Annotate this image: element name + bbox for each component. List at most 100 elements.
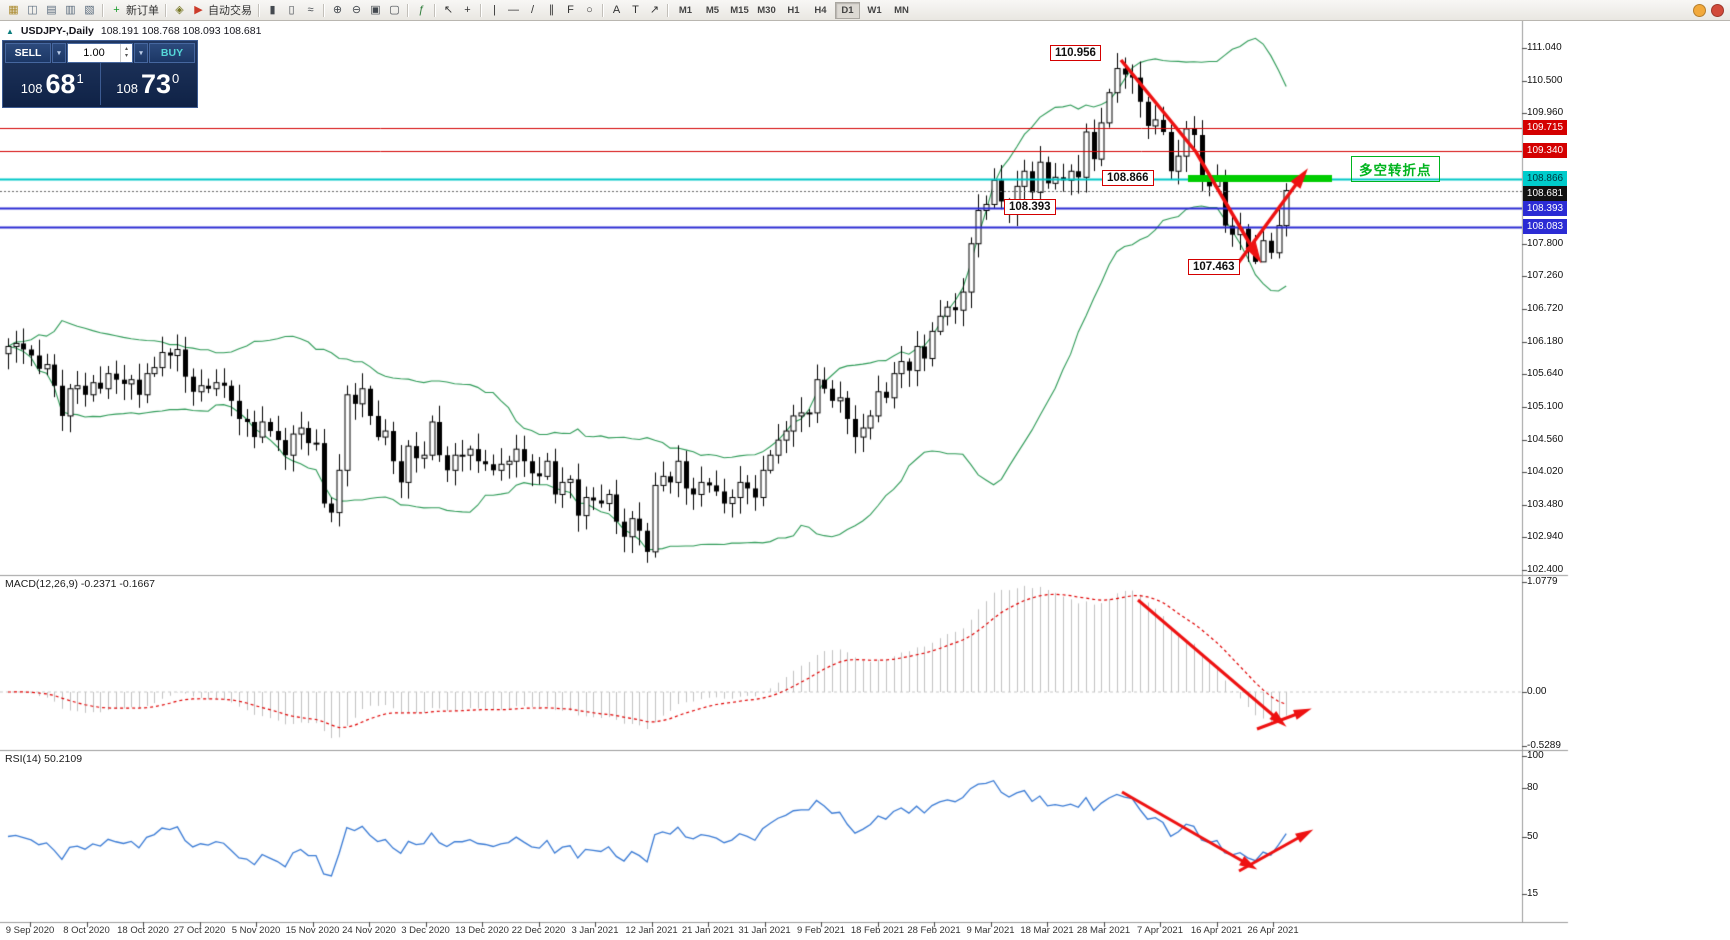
cursor-icon: ↖ <box>443 4 454 16</box>
zoom-out-button[interactable]: ⊖ <box>347 1 366 19</box>
text-button[interactable]: A <box>607 1 626 19</box>
vertical-line-button[interactable]: | <box>485 1 504 19</box>
ask-point: 0 <box>172 70 180 86</box>
trendline-button[interactable]: / <box>523 1 542 19</box>
bid-pips: 68 <box>45 68 76 99</box>
bar-chart-mode-icon: ▮ <box>269 4 276 16</box>
buy-price-button[interactable]: 108 73 0 <box>99 63 196 105</box>
timeframe-m15-button[interactable]: M15 <box>730 4 749 16</box>
navigator-icon: ▧ <box>84 4 95 16</box>
new-chart-button[interactable]: ▦ <box>4 1 23 19</box>
volume-up-icon[interactable]: ▴ <box>124 46 128 52</box>
auto-trading-icon: ▶ <box>194 4 203 16</box>
equidistant-channel-button[interactable]: ∥ <box>542 1 561 19</box>
text-label-button[interactable]: T <box>626 1 645 19</box>
toolbar-separator <box>667 3 669 17</box>
timeframe-d1-button[interactable]: D1 <box>835 1 860 19</box>
indicators-button[interactable]: ƒ <box>412 1 431 19</box>
arrows-tool-button[interactable]: ↗ <box>645 1 664 19</box>
fibonacci-icon: F <box>567 4 574 16</box>
trendline-icon: / <box>530 4 535 16</box>
ask-integer: 108 <box>116 81 138 96</box>
equidistant-channel-icon: ∥ <box>548 4 555 16</box>
metaeditor-button[interactable]: ◈ <box>170 1 189 19</box>
auto-scroll-icon: ▣ <box>370 4 381 16</box>
timeframe-m1-button[interactable]: M1 <box>678 4 693 16</box>
toolbar-right <box>1693 3 1726 17</box>
timeframe-toolbar: M1 M5 M15 M30 H1 H4 D1 W1 MN <box>664 1 915 19</box>
timeframe-mn-button[interactable]: MN <box>894 4 909 16</box>
auto-trading-label: 自动交易 <box>208 5 252 17</box>
horizontal-line-button[interactable]: — <box>504 1 523 19</box>
toolbar-separator <box>407 3 409 17</box>
cursor-button[interactable]: ↖ <box>439 1 458 19</box>
timeframe-m5-button[interactable]: M5 <box>705 4 720 16</box>
community-icon[interactable] <box>1693 3 1706 17</box>
text-label-icon: T <box>632 4 639 16</box>
timeframe-m30-button[interactable]: M30 <box>757 4 776 16</box>
alerts-icon[interactable] <box>1711 3 1724 17</box>
new-order-label: 新订单 <box>126 5 159 17</box>
volume-down-icon[interactable]: ▾ <box>124 53 128 59</box>
price-flag-110.956[interactable]: 110.956 <box>1050 45 1101 61</box>
zoom-in-icon: ⊕ <box>332 4 343 16</box>
toolbar-separator <box>602 3 604 17</box>
toolbar-separator <box>258 3 260 17</box>
sell-dropdown[interactable]: ▾ <box>52 43 66 63</box>
bid-point: 1 <box>76 70 84 86</box>
horizontal-line-icon: — <box>508 4 519 16</box>
volume-input[interactable]: 1.00 ▴ ▾ <box>67 43 133 63</box>
data-window-button[interactable]: ▥ <box>61 1 80 19</box>
navigator-button[interactable]: ▧ <box>80 1 99 19</box>
buy-dropdown[interactable]: ▾ <box>134 43 148 63</box>
timeframe-w1-button[interactable]: W1 <box>867 4 882 16</box>
line-chart-mode-icon: ≈ <box>307 4 314 16</box>
chart-profiles-icon: ◫ <box>27 4 38 16</box>
volume-value[interactable]: 1.00 <box>83 47 105 59</box>
price-flag-108.866[interactable]: 108.866 <box>1102 170 1154 186</box>
market-watch-icon: ▤ <box>46 4 57 16</box>
sell-button[interactable]: SELL <box>5 43 51 63</box>
toolbar-buttons: ▦ ◫ ▤ ▥ ▧ + 新订单 ◈ ▶ 自动交易 ▮ ▯ ≈ ⊕ ⊖ ▣ ▢ ƒ ↖ + | — / ∥ F ○ A T ↗ <box>4 1 664 19</box>
candlestick-mode-button[interactable]: ▯ <box>282 1 301 19</box>
toolbar-separator <box>323 3 325 17</box>
auto-scroll-button[interactable]: ▣ <box>366 1 385 19</box>
volume-stepper[interactable]: ▴ ▾ <box>120 44 132 62</box>
price-flag-108.393[interactable]: 108.393 <box>1004 199 1056 215</box>
metaeditor-icon: ◈ <box>175 4 184 16</box>
zoom-in-button[interactable]: ⊕ <box>328 1 347 19</box>
crosshair-icon: + <box>464 4 471 16</box>
market-watch-button[interactable]: ▤ <box>42 1 61 19</box>
crosshair-button[interactable]: + <box>458 1 477 19</box>
indicators-icon: ƒ <box>418 4 425 16</box>
symbol-title: USDJPY-,Daily <box>20 25 94 37</box>
toolbar-separator <box>434 3 436 17</box>
bar-chart-mode-button[interactable]: ▮ <box>263 1 282 19</box>
buy-button[interactable]: BUY <box>149 43 195 63</box>
turning-point-note[interactable]: 多空转折点 <box>1351 156 1440 182</box>
timeframe-h1-button[interactable]: H1 <box>787 4 800 16</box>
new-order-button[interactable]: + 新订单 <box>107 1 162 19</box>
chart-symbol-icon: ▲ <box>6 26 14 36</box>
auto-trading-button[interactable]: ▶ 自动交易 <box>189 1 255 19</box>
ohlc-values: 108.191 108.768 108.093 108.681 <box>100 25 262 37</box>
toolbar-separator <box>480 3 482 17</box>
vertical-line-icon: | <box>493 4 496 16</box>
sell-price-button[interactable]: 108 68 1 <box>5 63 100 105</box>
macd-title: MACD(12,26,9) <box>5 578 78 590</box>
toolbar: ▦ ◫ ▤ ▥ ▧ + 新订单 ◈ ▶ 自动交易 ▮ ▯ ≈ ⊕ ⊖ ▣ ▢ ƒ ↖ + | — / ∥ F ○ A T ↗ M1 M5 M… <box>0 0 1730 21</box>
new-order-icon: + <box>113 4 120 16</box>
ellipse-icon: ○ <box>586 4 593 16</box>
ellipse-button[interactable]: ○ <box>580 1 599 19</box>
chart-shift-button[interactable]: ▢ <box>385 1 404 19</box>
price-flag-107.463[interactable]: 107.463 <box>1188 259 1240 275</box>
symbol-info: ▲ USDJPY-,Daily 108.191 108.768 108.093 … <box>6 25 261 37</box>
line-chart-mode-button[interactable]: ≈ <box>301 1 320 19</box>
data-window-icon: ▥ <box>65 4 76 16</box>
chart-profiles-button[interactable]: ◫ <box>23 1 42 19</box>
timeframe-h4-button[interactable]: H4 <box>814 4 827 16</box>
rsi-value: 50.2109 <box>44 753 83 765</box>
fibonacci-button[interactable]: F <box>561 1 580 19</box>
